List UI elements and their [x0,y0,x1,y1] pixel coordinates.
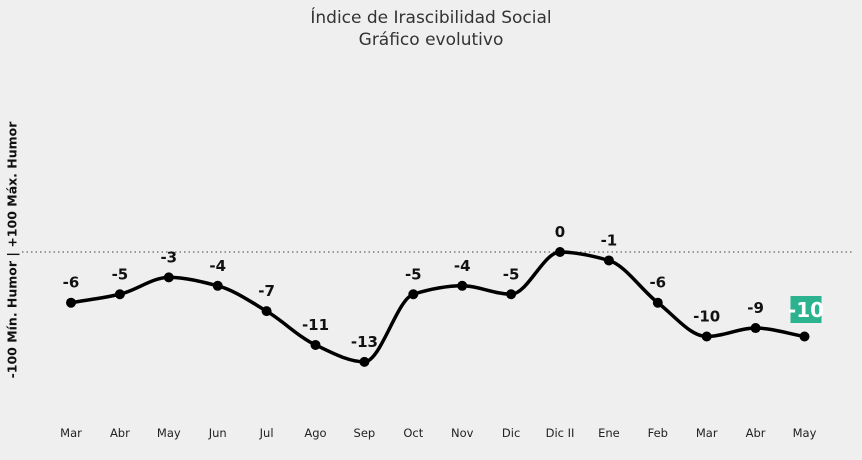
data-point [555,247,565,257]
x-tick-label: Oct [403,426,423,440]
x-tick-label: Nov [451,426,474,440]
data-point [457,280,468,291]
x-tick-label: Jun [208,426,227,440]
x-tick-label: Mar [60,426,82,440]
data-label: -5 [405,265,422,283]
data-point [261,306,272,317]
data-label: -6 [63,274,80,292]
data-label: -1 [601,231,618,249]
chart-subtitle: Gráfico evolutivo [358,30,504,50]
data-point [310,339,321,350]
last-value-highlight [790,296,822,323]
data-point [408,289,419,300]
x-tick-label: Abr [746,426,766,440]
data-point [66,297,76,308]
data-label: -7 [258,282,275,300]
data-point [603,255,614,266]
data-point [506,289,517,300]
data-label: -4 [209,257,226,275]
data-label: -13 [351,333,378,351]
series-line [69,250,807,364]
data-point [799,331,810,342]
data-point [163,272,174,283]
data-point [212,280,223,291]
data-label: -6 [649,274,666,292]
data-label: -5 [112,265,129,283]
data-label: -9 [747,299,764,317]
data-label: -10 [788,298,824,322]
x-tick-label: Dic II [546,426,575,440]
data-point [701,331,712,342]
data-point [114,289,125,300]
x-tick-label: May [157,426,181,440]
x-tick-label: Abr [110,426,130,440]
chart-title: Índice de Irascibilidad Social [310,8,552,28]
x-tick-label: Sep [354,426,376,440]
data-label: -3 [160,248,177,266]
data-label: -10 [693,308,720,326]
data-point [652,297,663,308]
data-point [750,323,761,334]
x-tick-label: Ago [304,426,326,440]
x-tick-label: Mar [696,426,718,440]
data-point [359,356,370,367]
x-tick-label: May [793,426,817,440]
x-tick-label: Dic [502,426,520,440]
x-tick-label: Jul [259,426,274,440]
data-label: -4 [454,257,471,275]
data-label: -5 [503,265,520,283]
x-tick-label: Feb [648,426,668,440]
x-tick-label: Ene [598,426,620,440]
data-label: 0 [555,223,565,241]
data-label: -11 [302,316,329,334]
